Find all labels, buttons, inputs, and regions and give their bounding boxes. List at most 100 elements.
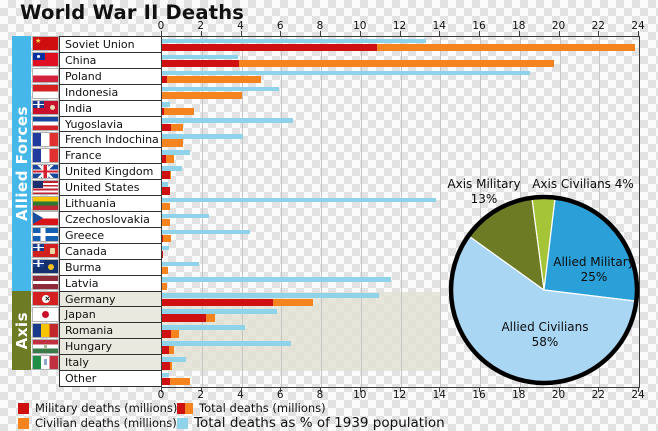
- military-deaths-bar: [162, 250, 163, 259]
- military-deaths-bar: [162, 44, 377, 52]
- legend-military-label: Military deaths (millions): [35, 401, 178, 415]
- x-tick-mark-top: [399, 31, 401, 36]
- x-tick-mark-bottom: [240, 387, 242, 392]
- chart-title: World War II Deaths: [20, 1, 245, 24]
- civilian-deaths-bar: [163, 107, 194, 116]
- military-swatch: [18, 402, 29, 414]
- germany-flag-icon: [33, 292, 58, 305]
- civilian-deaths-bar: [162, 139, 183, 147]
- yugoslavia-flag-icon: [33, 117, 58, 130]
- x-tick-label-bottom: 12: [392, 389, 407, 401]
- x-tick-mark-bottom: [280, 387, 282, 392]
- x-tick-mark-bottom: [359, 387, 361, 392]
- total-swatch-orange: [185, 402, 193, 414]
- legend-percent-population: Total deaths as % of 1939 population: [177, 415, 445, 431]
- pct-1939-bar: [162, 325, 246, 330]
- allied-forces-band: Allied Forces: [12, 36, 31, 291]
- country-label-soviet-union: Soviet Union: [59, 36, 162, 53]
- legend-civilian-deaths: Civilian deaths (millions): [18, 416, 177, 430]
- legend-percent-label: Total deaths as % of 1939 population: [194, 415, 445, 431]
- country-label-france: France: [59, 147, 162, 165]
- united-states-flag-icon: [33, 180, 58, 194]
- country-label-poland: Poland: [59, 67, 162, 85]
- pie-label-axis-military: Axis Military 13%: [436, 177, 532, 206]
- casualty-share-pie-chart: [448, 194, 640, 386]
- military-deaths-bar: [162, 187, 171, 195]
- burma-flag-icon: [33, 260, 58, 274]
- civilian-deaths-bar: [376, 44, 636, 52]
- x-tick-mark-top: [439, 31, 441, 36]
- country-label-germany: Germany: [59, 290, 162, 308]
- pct-1939-bar: [162, 293, 379, 298]
- civilian-deaths-bar: [162, 266, 168, 275]
- country-label-burma: Burma: [59, 258, 162, 276]
- pie-label-axis-civilians: Axis Civilians 4%: [527, 177, 639, 192]
- country-label-canada: Canada: [59, 242, 162, 260]
- pie-label-axis-civilians-pct: 4%: [614, 177, 634, 191]
- civilian-deaths-bar: [170, 330, 179, 338]
- gridline: [480, 37, 481, 387]
- hungary-flag-icon: [33, 339, 58, 353]
- pie-label-axis-military-text: Axis Military: [447, 177, 521, 191]
- pct-1939-bar: [162, 150, 190, 155]
- x-tick-mark-bottom: [598, 387, 600, 392]
- x-tick-mark-bottom: [439, 387, 441, 392]
- x-tick-mark-top: [200, 31, 202, 36]
- soviet-union-flag-icon: [33, 37, 58, 51]
- pie-outer-ring: [448, 194, 640, 386]
- x-tick-label-top: 16: [472, 20, 486, 32]
- military-deaths-bar: [162, 123, 171, 131]
- country-label-india: India: [59, 99, 162, 117]
- military-deaths-bar: [162, 75, 167, 84]
- x-tick-mark-top: [598, 31, 600, 36]
- x-tick-label-bottom: 16: [472, 389, 486, 401]
- pct-1939-bar: [162, 245, 169, 251]
- axis-label: Axis: [12, 311, 31, 349]
- country-label-czechoslovakia: Czechoslovakia: [59, 211, 162, 228]
- x-tick-mark-bottom: [518, 387, 520, 392]
- civilian-deaths-bar: [166, 75, 262, 84]
- pct-1939-bar: [162, 341, 292, 346]
- x-tick-label-top: 18: [512, 20, 526, 32]
- legend-military-deaths: Military deaths (millions): [18, 401, 177, 415]
- country-label-china: China: [59, 51, 162, 69]
- pct-1939-bar: [162, 86, 280, 92]
- country-label-indonesia: Indonesia: [59, 83, 162, 101]
- total-swatch-red: [177, 402, 185, 414]
- military-deaths-bar: [162, 314, 206, 322]
- country-label-french-indochina: French Indochina: [59, 131, 162, 149]
- civilian-deaths-bar: [162, 203, 170, 211]
- civilian-swatch: [18, 417, 29, 429]
- x-tick-label-bottom: 18: [512, 389, 526, 401]
- pct-1939-bar: [162, 134, 244, 139]
- country-label-romania: Romania: [59, 322, 162, 340]
- pct-1939-bar: [162, 261, 199, 267]
- x-tick-mark-top: [161, 31, 162, 36]
- plot-area: [161, 36, 640, 388]
- legend-civilian-label: Civilian deaths (millions): [35, 416, 177, 430]
- country-label-latvia: Latvia: [59, 274, 162, 292]
- x-tick-label-bottom: 8: [316, 389, 324, 401]
- country-label-other: Other: [59, 370, 162, 387]
- indonesia-flag-icon: [33, 85, 58, 99]
- military-deaths-bar: [162, 59, 239, 68]
- x-tick-label-top: 20: [551, 20, 566, 32]
- pct-1939-bar: [162, 70, 530, 76]
- x-tick-mark-top: [240, 31, 242, 36]
- country-label-japan: Japan: [59, 306, 162, 324]
- latvia-flag-icon: [33, 276, 58, 290]
- lithuania-flag-icon: [33, 196, 58, 210]
- pie-label-allied-military: Allied Military 25%: [544, 255, 644, 284]
- gridline: [321, 37, 322, 387]
- military-deaths-bar: [162, 378, 170, 386]
- x-tick-mark-bottom: [399, 387, 401, 392]
- allied-forces-label: Allied Forces: [12, 105, 31, 221]
- military-deaths-bar: [162, 346, 169, 354]
- x-tick-label-bottom: 20: [551, 389, 566, 401]
- country-label-lithuania: Lithuania: [59, 195, 162, 212]
- x-tick-label-bottom: 2: [197, 389, 205, 401]
- pct-1939-bar: [162, 181, 168, 187]
- gridline: [599, 37, 601, 387]
- civilian-deaths-bar: [273, 298, 314, 306]
- civilian-deaths-bar: [162, 234, 171, 243]
